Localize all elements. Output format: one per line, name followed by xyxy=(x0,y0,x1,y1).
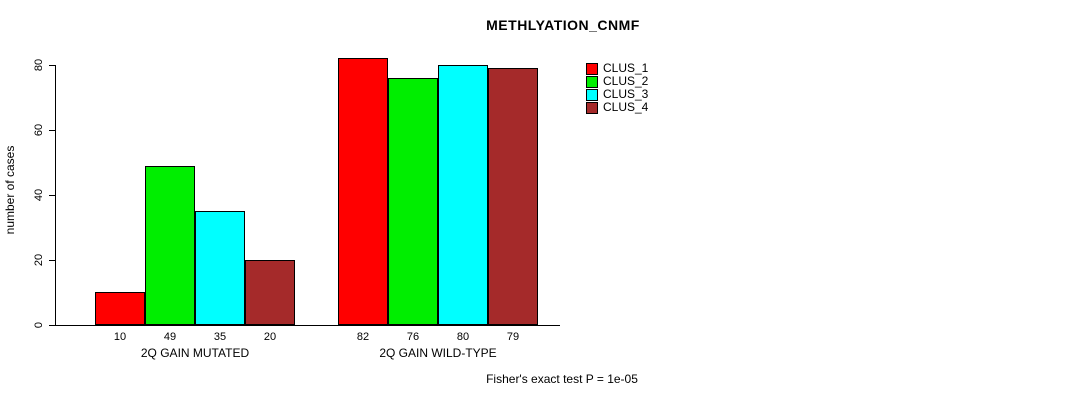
legend-label: CLUS_1 xyxy=(603,61,649,75)
legend-label: CLUS_3 xyxy=(603,87,649,101)
bar-value-label: 35 xyxy=(213,331,227,343)
legend-swatch xyxy=(586,62,598,75)
bar-clus_2 xyxy=(388,78,438,325)
y-axis xyxy=(55,65,56,326)
bar-clus_1 xyxy=(95,292,145,325)
y-tick-label: 60 xyxy=(33,123,45,137)
bar-value-label: 79 xyxy=(506,331,520,343)
x-axis xyxy=(55,325,560,326)
y-tick xyxy=(49,65,55,66)
bar-clus_2 xyxy=(145,166,195,325)
bar-value-label: 80 xyxy=(456,331,470,343)
group-label: 2Q GAIN MUTATED xyxy=(140,346,250,360)
bar-value-label: 76 xyxy=(406,331,420,343)
bar-value-label: 20 xyxy=(263,331,277,343)
y-tick xyxy=(49,195,55,196)
y-tick xyxy=(49,130,55,131)
legend-swatch xyxy=(586,88,598,101)
chart-title: METHLYATION_CNMF xyxy=(486,17,640,33)
legend-swatch xyxy=(586,101,598,114)
y-tick-label: 0 xyxy=(33,321,45,329)
y-tick-label: 20 xyxy=(33,253,45,267)
y-tick xyxy=(49,260,55,261)
y-tick-label: 80 xyxy=(33,58,45,72)
y-tick xyxy=(49,325,55,326)
legend: CLUS_1 CLUS_2 CLUS_3 CLUS_4 xyxy=(586,62,648,114)
legend-item: CLUS_4 xyxy=(586,101,648,114)
bar-value-label: 82 xyxy=(356,331,370,343)
legend-item: CLUS_3 xyxy=(586,88,648,101)
bar-clus_4 xyxy=(488,68,538,325)
bar-clus_4 xyxy=(245,260,295,325)
bar-value-label: 49 xyxy=(163,331,177,343)
legend-swatch xyxy=(586,75,598,88)
footer-note: Fisher's exact test P = 1e-05 xyxy=(486,372,638,386)
legend-label: CLUS_4 xyxy=(603,100,649,114)
group-label: 2Q GAIN WILD-TYPE xyxy=(379,346,497,360)
legend-label: CLUS_2 xyxy=(603,74,649,88)
bar-clus_1 xyxy=(338,58,388,325)
bar-value-label: 10 xyxy=(113,331,127,343)
y-tick-label: 40 xyxy=(33,188,45,202)
legend-item: CLUS_1 xyxy=(586,62,648,75)
bar-clus_3 xyxy=(195,211,245,325)
legend-item: CLUS_2 xyxy=(586,75,648,88)
bar-clus_3 xyxy=(438,65,488,325)
